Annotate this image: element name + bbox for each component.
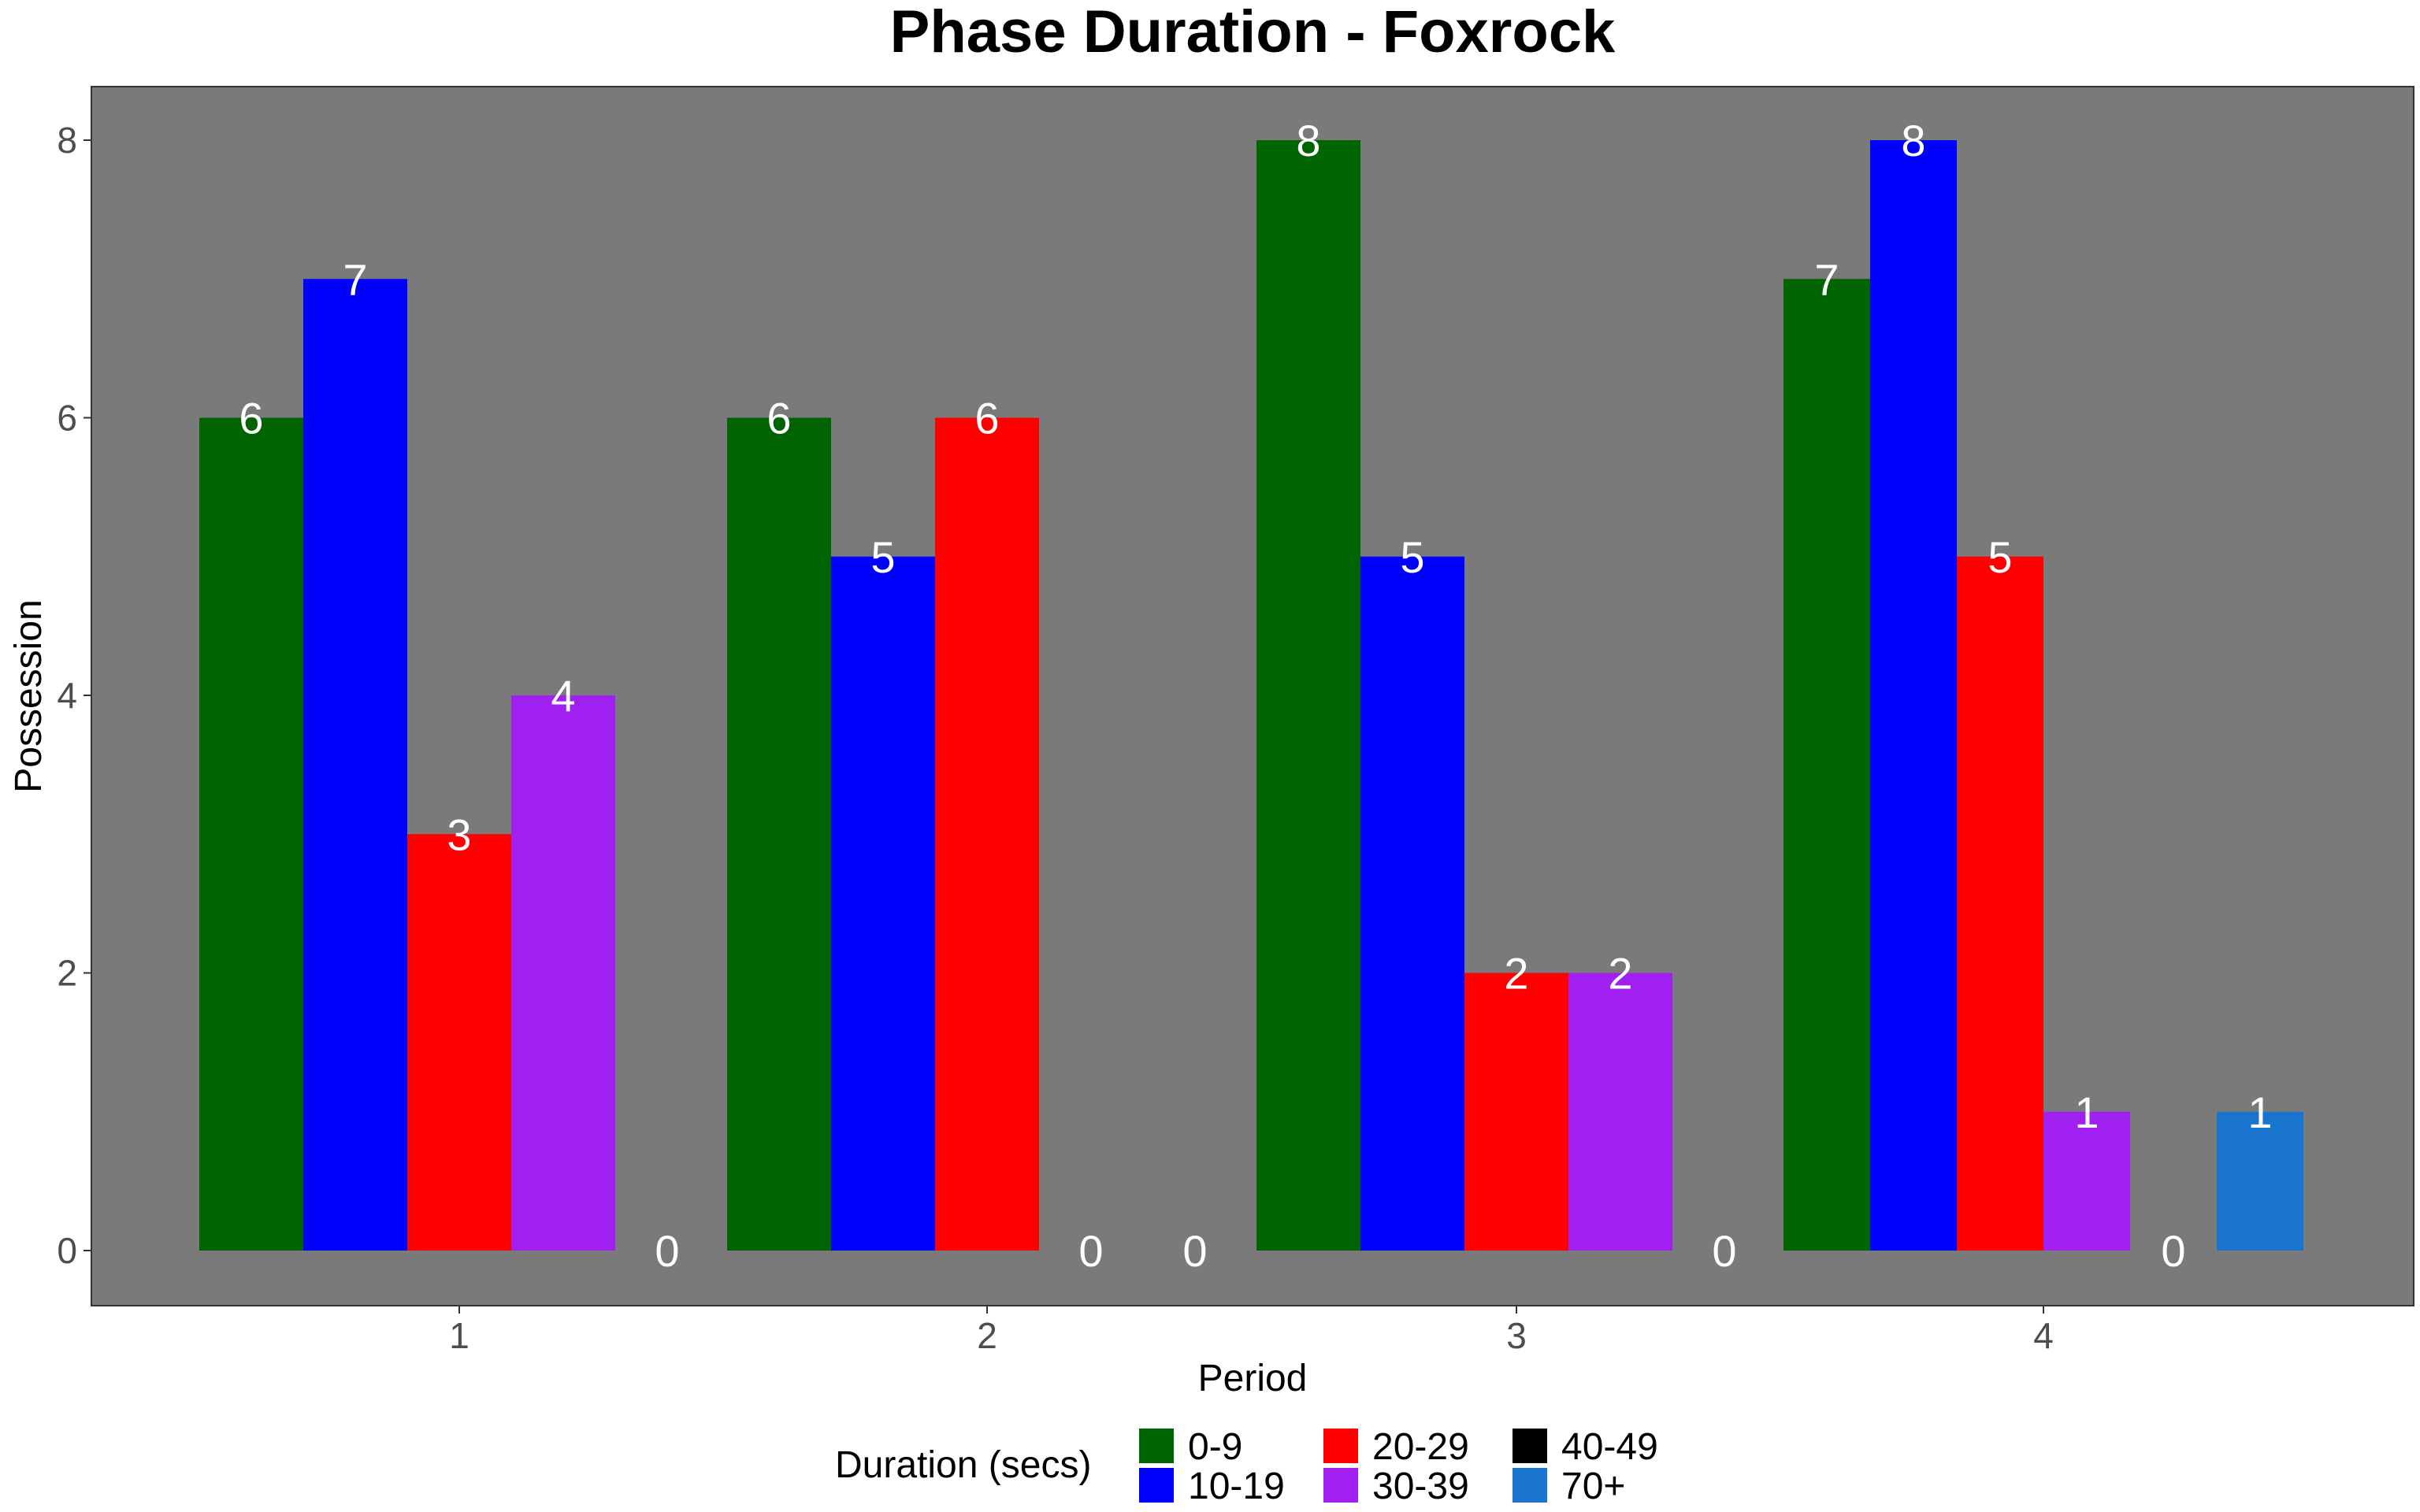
bar-0-9-period-2 [727, 417, 831, 1251]
legend-label: 30-39 [1372, 1466, 1469, 1507]
x-tick-label: 2 [977, 1315, 997, 1356]
x-tick-label: 3 [1506, 1315, 1527, 1356]
bar-0-9-period-4 [1783, 279, 1870, 1251]
bar-10-19-period-4 [1870, 140, 1957, 1251]
data-label: 6 [766, 394, 791, 443]
legend-key [1139, 1468, 1174, 1503]
legend-label: 20-29 [1372, 1426, 1469, 1468]
legend-key [1139, 1429, 1174, 1463]
data-label: 3 [447, 810, 471, 859]
legend-key [1323, 1429, 1358, 1463]
data-label: 0 [1182, 1226, 1207, 1276]
bar-0-9-period-1 [199, 417, 303, 1251]
data-label: 8 [1901, 116, 1925, 165]
legend-label: 0-9 [1188, 1426, 1242, 1468]
data-label: 1 [2074, 1088, 2099, 1137]
y-tick-label: 8 [57, 120, 77, 161]
data-label: 1 [2247, 1088, 2272, 1137]
data-label: 5 [1400, 532, 1424, 582]
data-label: 5 [1988, 532, 2012, 582]
y-tick-label: 6 [57, 398, 77, 439]
data-label: 8 [1296, 116, 1320, 165]
bar-10-19-period-2 [831, 556, 935, 1251]
data-label: 2 [1504, 949, 1528, 999]
y-tick-label: 2 [57, 953, 77, 994]
bar-labels: 6 7 3 4 0 6 5 6 0 0 8 5 2 2 0 7 8 5 1 0 1 [239, 116, 2272, 1276]
y-axis: 0 2 4 6 8 [57, 120, 91, 1271]
bar-20-29-period-1 [407, 834, 511, 1251]
bar-70+-period-4 [2217, 1111, 2303, 1251]
data-label: 0 [655, 1226, 679, 1276]
data-label: 0 [2161, 1226, 2185, 1276]
data-label: 6 [974, 394, 999, 443]
legend-key [1323, 1468, 1358, 1503]
legend-label: 10-19 [1188, 1466, 1285, 1507]
x-tick-label: 1 [449, 1315, 470, 1356]
legend-key [1512, 1468, 1547, 1503]
legend-label: 70+ [1561, 1466, 1625, 1507]
bar-30-39-period-1 [511, 695, 615, 1251]
data-label: 4 [551, 671, 575, 721]
bars [199, 140, 2303, 1251]
data-label: 2 [1608, 949, 1632, 999]
bar-0-9-period-3 [1256, 140, 1360, 1251]
data-label: 5 [870, 532, 895, 582]
x-axis-title: Period [1198, 1358, 1308, 1399]
y-axis-title: Possession [8, 599, 50, 792]
y-tick-label: 0 [57, 1230, 77, 1271]
data-label: 7 [1814, 254, 1839, 304]
bar-20-29-period-3 [1464, 973, 1568, 1251]
legend-label: 40-49 [1561, 1426, 1658, 1468]
legend-key [1512, 1429, 1547, 1463]
bar-30-39-period-4 [2043, 1111, 2130, 1251]
data-label: 0 [1712, 1226, 1736, 1276]
data-label: 0 [1078, 1226, 1103, 1276]
y-tick-label: 4 [57, 675, 77, 716]
bar-20-29-period-2 [935, 417, 1039, 1251]
x-tick-label: 4 [2033, 1315, 2054, 1356]
x-axis: 1 2 3 4 [449, 1306, 2054, 1356]
bar-20-29-period-4 [1957, 556, 2043, 1251]
chart-title: Phase Duration - Foxrock [890, 0, 1616, 65]
bar-10-19-period-3 [1360, 556, 1464, 1251]
legend-title: Duration (secs) [835, 1444, 1091, 1486]
bar-10-19-period-1 [303, 279, 407, 1251]
data-label: 7 [343, 254, 367, 304]
data-label: 6 [239, 394, 263, 443]
bar-30-39-period-3 [1568, 973, 1672, 1251]
